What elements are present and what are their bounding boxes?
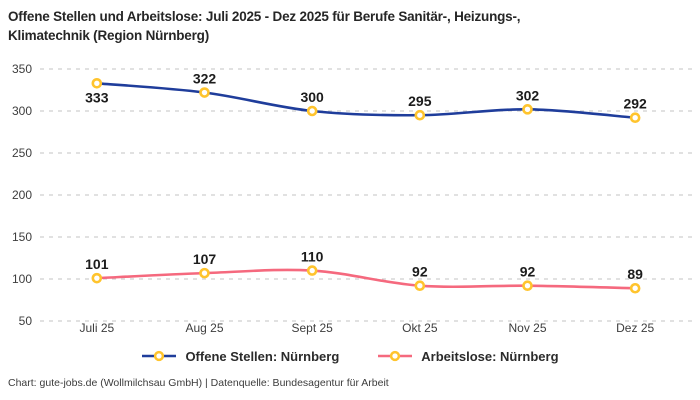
legend-item-arbeitslose: Arbeitslose: Nürnberg xyxy=(377,348,559,364)
data-label: 302 xyxy=(516,87,540,103)
data-label: 322 xyxy=(193,71,217,87)
chart-title-line1: Offene Stellen und Arbeitslose: Juli 202… xyxy=(8,9,521,24)
y-tick-label: 350 xyxy=(12,62,32,76)
legend-circle-icon xyxy=(390,350,401,362)
x-tick-label: Okt 25 xyxy=(402,321,438,335)
data-label: 292 xyxy=(623,96,647,112)
x-tick-label: Dez 25 xyxy=(616,321,654,335)
data-point xyxy=(629,112,641,124)
data-label: 300 xyxy=(300,89,324,105)
line-chart-canvas: 50 100 150 200 250 300 350 Juli 25 Aug 25 Sept 25… xyxy=(12,62,692,335)
data-point xyxy=(91,77,103,89)
data-point xyxy=(522,104,533,115)
data-point xyxy=(522,280,533,292)
data-label: 295 xyxy=(408,93,432,109)
y-tick-label: 100 xyxy=(12,272,32,286)
y-tick-label: 250 xyxy=(12,146,32,160)
y-tick-label: 150 xyxy=(12,230,32,244)
series-line-0 xyxy=(95,81,637,120)
data-point xyxy=(414,280,426,292)
x-tick-label: Juli 25 xyxy=(79,321,114,335)
x-tick-label: Aug 25 xyxy=(185,321,223,335)
chart-title-line2: Klimatechnik (Region Nürnberg) xyxy=(8,28,210,43)
y-tick-label: 50 xyxy=(19,314,33,328)
data-point xyxy=(414,109,426,121)
data-point xyxy=(199,87,210,98)
data-point xyxy=(306,105,318,117)
data-label: 92 xyxy=(412,264,428,280)
x-tick-label: Nov 25 xyxy=(508,321,546,335)
legend-label-offene-stellen: Offene Stellen: Nürnberg xyxy=(185,348,340,364)
x-tick-label: Sept 25 xyxy=(291,321,333,335)
data-label: 89 xyxy=(627,266,643,282)
data-label: 333 xyxy=(85,89,109,105)
legend-label-arbeitslose: Arbeitslose: Nürnberg xyxy=(421,348,559,364)
legend-circle-icon xyxy=(154,350,165,362)
data-point xyxy=(91,272,103,284)
data-label: 110 xyxy=(301,249,324,265)
chart-legend: Offene Stellen: Nürnberg Arbeitslose: Nü… xyxy=(0,346,700,366)
data-point xyxy=(306,265,318,276)
y-tick-label: 200 xyxy=(12,188,32,202)
data-label: 101 xyxy=(85,256,109,272)
y-tick-label: 300 xyxy=(12,104,32,118)
data-point xyxy=(629,282,641,294)
chart-title: Offene Stellen und Arbeitslose: Juli 202… xyxy=(0,0,700,45)
legend-line-marker-icon xyxy=(142,350,177,362)
legend-item-offene-stellen: Offene Stellen: Nürnberg xyxy=(141,349,339,364)
data-label: 92 xyxy=(520,264,536,280)
data-point xyxy=(199,267,210,279)
data-label: 107 xyxy=(193,251,217,267)
series-line-1 xyxy=(95,268,637,290)
attribution-footer: Chart: gute-jobs.de (Wollmilchsau GmbH) … xyxy=(8,377,389,389)
legend-line-marker-icon xyxy=(378,350,413,362)
